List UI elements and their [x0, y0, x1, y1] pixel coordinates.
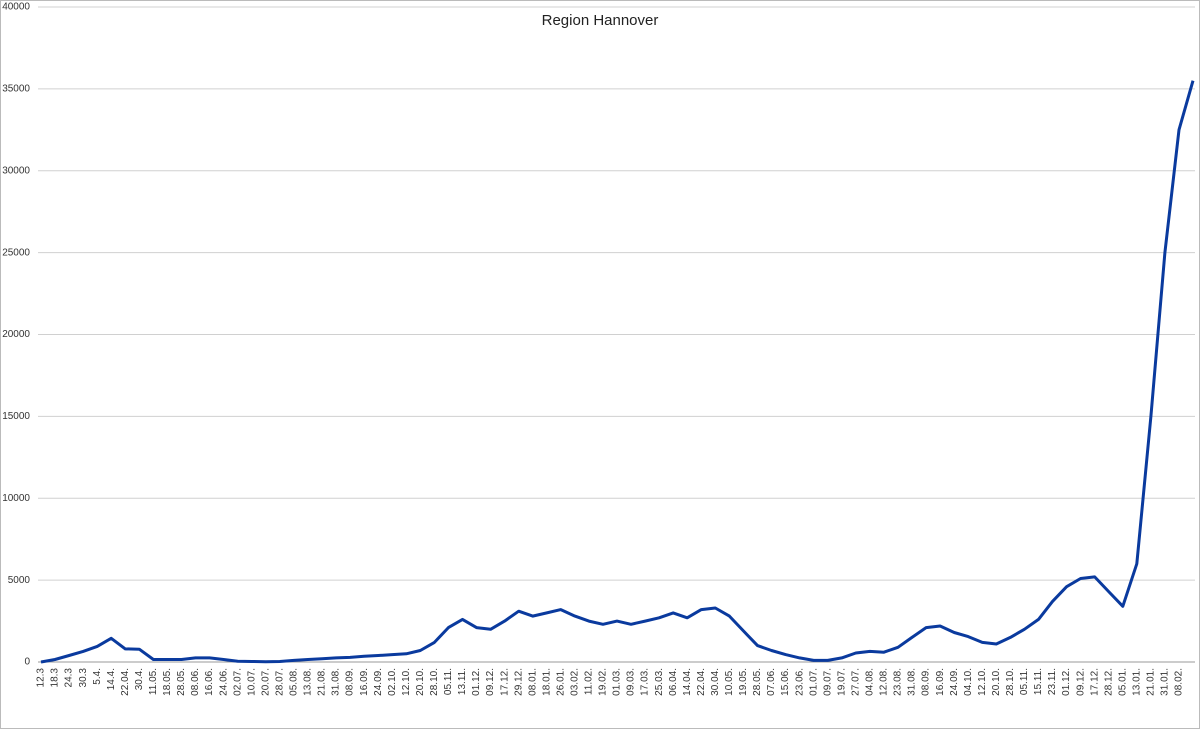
- x-tick-label: 08.01.: [527, 668, 538, 696]
- x-tick-label: 16.06.: [204, 668, 215, 696]
- x-tick-label: 07.06.: [766, 668, 777, 696]
- x-tick-label: 05.11.: [443, 668, 454, 695]
- x-tick-label: 27.07.: [850, 668, 861, 696]
- x-tick-label: 18.3: [50, 668, 61, 688]
- x-tick-label: 5.4.: [92, 668, 103, 685]
- x-tick-label: 02.10.: [387, 668, 398, 696]
- x-tick-label: 08.02.: [1174, 668, 1185, 696]
- x-tick-label: 30.04.: [710, 668, 721, 696]
- x-tick-label: 09.03.: [626, 668, 637, 696]
- x-tick-label: 14.04.: [682, 668, 693, 696]
- x-tick-label: 03.02.: [569, 668, 580, 696]
- x-tick-label: 19.05.: [738, 668, 749, 696]
- x-tick-label: 01.12.: [471, 668, 482, 696]
- x-tick-label: 06.04.: [668, 668, 679, 696]
- y-tick-label: 5000: [8, 575, 31, 586]
- x-tick-label: 05.01.: [1117, 668, 1128, 696]
- x-tick-label: 16.09.: [935, 668, 946, 696]
- x-tick-label: 24.09.: [949, 668, 960, 696]
- x-tick-label: 31.08.: [907, 668, 918, 696]
- x-tick-label: 10.07.: [246, 668, 257, 696]
- x-tick-label: 30.4.: [134, 668, 145, 690]
- x-tick-label: 22.04.: [120, 668, 131, 696]
- chart-title: Region Hannover: [542, 12, 659, 29]
- x-tick-label: 17.12.: [1089, 668, 1100, 696]
- x-tick-label: 09.12.: [485, 668, 496, 696]
- x-tick-label: 31.01.: [1160, 668, 1171, 696]
- x-tick-label: 12.10.: [401, 668, 412, 696]
- x-tick-label: 11.05.: [148, 668, 159, 695]
- x-tick-label: 13.08.: [303, 668, 314, 696]
- x-tick-label: 08.09.: [921, 668, 932, 696]
- y-tick-label: 20000: [2, 329, 30, 340]
- x-tick-label: 04.08.: [865, 668, 876, 696]
- x-tick-label: 28.12.: [1103, 668, 1114, 696]
- x-tick-label: 17.12.: [499, 668, 510, 696]
- x-tick-label: 17.03.: [640, 668, 651, 696]
- y-tick-label: 25000: [2, 247, 30, 258]
- x-tick-label: 21.01.: [1145, 668, 1156, 696]
- x-tick-label: 24.3: [64, 668, 75, 688]
- x-tick-label: 05.11.: [1019, 668, 1030, 695]
- x-tick-label: 11.02.: [584, 668, 595, 695]
- x-tick-label: 18.05.: [162, 668, 173, 696]
- x-tick-label: 28.05.: [176, 668, 187, 696]
- x-tick-label: 08.09.: [345, 668, 356, 696]
- x-tick-label: 19.02.: [598, 668, 609, 696]
- x-tick-label: 24.06.: [218, 668, 229, 696]
- x-tick-label: 22.04.: [696, 668, 707, 696]
- x-tick-label: 10.05.: [724, 668, 735, 696]
- x-tick-label: 12.3: [36, 668, 47, 688]
- x-tick-label: 28.05.: [752, 668, 763, 696]
- x-tick-label: 16.09.: [359, 668, 370, 696]
- x-tick-label: 01.07.: [808, 668, 819, 696]
- x-tick-label: 04.10.: [963, 668, 974, 696]
- x-tick-label: 02.07.: [232, 668, 243, 696]
- x-tick-label: 28.10.: [1005, 668, 1016, 696]
- x-tick-label: 13.11.: [457, 668, 468, 695]
- x-tick-label: 29.12.: [513, 668, 524, 696]
- x-tick-label: 28.10.: [429, 668, 440, 696]
- x-tick-label: 20.07.: [260, 668, 271, 696]
- data-line: [40, 80, 1195, 664]
- y-tick-label: 10000: [2, 493, 30, 504]
- x-tick-label: 12.08.: [879, 668, 890, 696]
- x-tick-label: 30.3: [78, 668, 89, 688]
- x-tick-label: 24.09.: [373, 668, 384, 696]
- x-tick-label: 14.4.: [106, 668, 117, 690]
- x-tick-label: 12.10.: [977, 668, 988, 696]
- y-tick-label: 0: [24, 657, 30, 668]
- x-tick-label: 05.08.: [289, 668, 300, 696]
- x-tick-label: 01.12.: [1061, 668, 1072, 696]
- y-tick-label: 15000: [2, 411, 30, 422]
- x-tick-label: 18.01.: [541, 668, 552, 696]
- x-tick-label: 08.06.: [190, 668, 201, 696]
- x-tick-label: 20.10.: [415, 668, 426, 696]
- x-tick-label: 23.11.: [1047, 668, 1058, 695]
- x-tick-label: 23.06.: [794, 668, 805, 696]
- x-tick-label: 09.07.: [822, 668, 833, 696]
- x-tick-label: 01.03.: [612, 668, 623, 696]
- x-tick-label: 13.01.: [1131, 668, 1142, 696]
- y-tick-label: 30000: [2, 165, 30, 176]
- x-tick-label: 20.10.: [991, 668, 1002, 696]
- x-tick-label: 21.08.: [317, 668, 328, 696]
- x-tick-label: 15.06.: [780, 668, 791, 696]
- x-tick-label: 23.08.: [893, 668, 904, 696]
- y-tick-label: 40000: [2, 2, 30, 13]
- x-tick-label: 25.03.: [654, 668, 665, 696]
- x-tick-label: 09.12.: [1075, 668, 1086, 696]
- x-tick-label: 19.07.: [836, 668, 847, 696]
- x-tick-label: 26.01.: [555, 668, 566, 696]
- y-tick-label: 35000: [2, 84, 30, 95]
- x-tick-label: 28.07.: [274, 668, 285, 696]
- x-tick-label: 31.08.: [331, 668, 342, 696]
- x-tick-label: 15.11.: [1033, 668, 1044, 695]
